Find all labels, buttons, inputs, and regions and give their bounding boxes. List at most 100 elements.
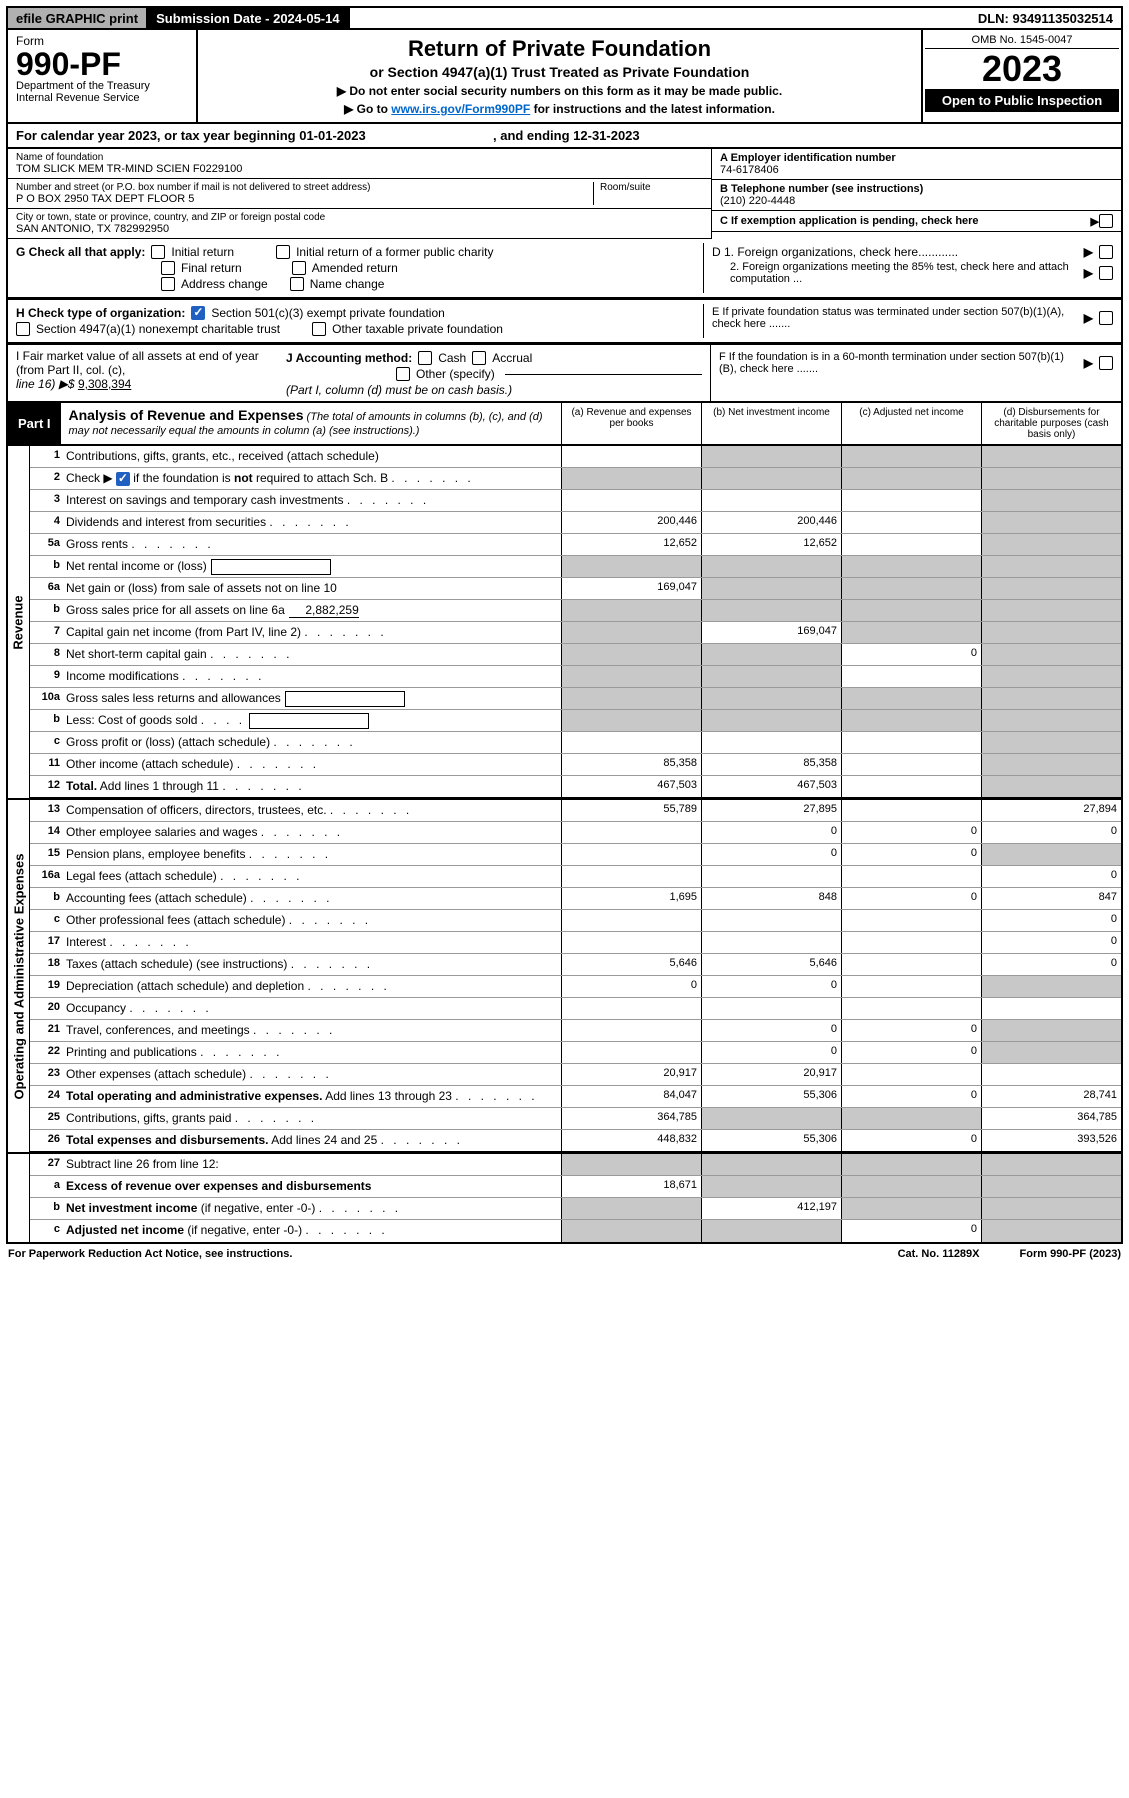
cell-r18-b: 5,646 — [701, 954, 841, 975]
cell-r9-d — [981, 666, 1121, 687]
cell-r6a-d — [981, 578, 1121, 599]
cell-r21-a — [561, 1020, 701, 1041]
cell-r13-d: 27,894 — [981, 800, 1121, 821]
cell-r18-c — [841, 954, 981, 975]
cell-r15-b: 0 — [701, 844, 841, 865]
c-checkbox[interactable] — [1099, 214, 1113, 228]
cell-r11-a: 85,358 — [561, 754, 701, 775]
d2-checkbox[interactable] — [1099, 266, 1113, 280]
row-r12: 12Total. Add lines 1 through 11 . . . . … — [30, 776, 1121, 798]
e-checkbox[interactable] — [1099, 311, 1113, 325]
g-initial-return[interactable] — [151, 245, 165, 259]
rownum-r23: 23 — [30, 1064, 66, 1085]
cell-r16b-d: 847 — [981, 888, 1121, 909]
cell-r14-a — [561, 822, 701, 843]
cell-r22-d — [981, 1042, 1121, 1063]
cell-r27a-b — [701, 1176, 841, 1197]
cell-r15-c: 0 — [841, 844, 981, 865]
cell-r17-a — [561, 932, 701, 953]
cell-r27-d — [981, 1154, 1121, 1175]
cell-r11-b: 85,358 — [701, 754, 841, 775]
g-initial-former[interactable] — [276, 245, 290, 259]
note-ssn: ▶ Do not enter social security numbers o… — [208, 84, 911, 98]
line6b-value: 2,882,259 — [289, 603, 359, 618]
cell-r16a-c — [841, 866, 981, 887]
cell-r1-d — [981, 446, 1121, 467]
footer-right: Form 990-PF (2023) — [1020, 1248, 1121, 1260]
cell-r7-b: 169,047 — [701, 622, 841, 643]
h-4947[interactable] — [16, 322, 30, 336]
g-address-change[interactable] — [161, 277, 175, 291]
cell-r10a-c — [841, 688, 981, 709]
d1-checkbox[interactable] — [1099, 245, 1113, 259]
i-label: I Fair market value of all assets at end… — [16, 349, 276, 377]
g-final-return[interactable] — [161, 261, 175, 275]
cell-r27a-d — [981, 1176, 1121, 1197]
cell-r5b-c — [841, 556, 981, 577]
j-acc-lbl: Accrual — [492, 351, 532, 365]
rowlabel-r18: Taxes (attach schedule) (see instruction… — [66, 954, 561, 975]
phone-label: B Telephone number (see instructions) — [720, 183, 1113, 195]
row-r2: 2Check ▶ if the foundation is not requir… — [30, 468, 1121, 490]
row-r21: 21Travel, conferences, and meetings . . … — [30, 1020, 1121, 1042]
row-r16a: 16aLegal fees (attach schedule) . . . . … — [30, 866, 1121, 888]
footer-mid: Cat. No. 11289X — [898, 1248, 980, 1260]
g-opt-0: Initial return — [171, 245, 234, 259]
cell-r12-d — [981, 776, 1121, 797]
foundation-name: TOM SLICK MEM TR-MIND SCIEN F0229100 — [16, 163, 703, 175]
tax-year: 2023 — [925, 49, 1119, 89]
cell-r11-d — [981, 754, 1121, 775]
j-accrual[interactable] — [472, 351, 486, 365]
part1-tag: Part I — [8, 403, 61, 444]
submission-date: Submission Date - 2024-05-14 — [148, 8, 350, 28]
rownum-r17: 17 — [30, 932, 66, 953]
cell-r27c-a — [561, 1220, 701, 1242]
cell-r16c-d: 0 — [981, 910, 1121, 931]
cell-r6b-c — [841, 600, 981, 621]
g-amended[interactable] — [292, 261, 306, 275]
cell-r23-a: 20,917 — [561, 1064, 701, 1085]
row-r5b: bNet rental income or (loss) — [30, 556, 1121, 578]
j-other[interactable] — [396, 367, 410, 381]
c-label: C If exemption application is pending, c… — [720, 215, 1091, 227]
cell-r9-c — [841, 666, 981, 687]
row-r5a: 5aGross rents . . . . . . .12,65212,652 — [30, 534, 1121, 556]
rownum-r12: 12 — [30, 776, 66, 797]
expenses-table: Operating and Administrative Expenses 13… — [6, 800, 1123, 1154]
cell-r27b-a — [561, 1198, 701, 1219]
city-label: City or town, state or province, country… — [16, 212, 703, 223]
row-r27: 27Subtract line 26 from line 12: — [30, 1154, 1121, 1176]
rowlabel-r6b: Gross sales price for all assets on line… — [66, 600, 561, 621]
h-501c3[interactable] — [191, 306, 205, 320]
rownum-r5a: 5a — [30, 534, 66, 555]
cell-r27c-c: 0 — [841, 1220, 981, 1242]
phone-value: (210) 220-4448 — [720, 195, 1113, 207]
rownum-r7: 7 — [30, 622, 66, 643]
i-line16-pre: line 16) ▶$ — [16, 377, 78, 391]
cell-r10c-c — [841, 732, 981, 753]
form-subtitle: or Section 4947(a)(1) Trust Treated as P… — [208, 64, 911, 80]
rownum-r14: 14 — [30, 822, 66, 843]
col-c-hdr: (c) Adjusted net income — [841, 403, 981, 444]
side-revenue: Revenue — [11, 595, 26, 649]
cell-r8-c: 0 — [841, 644, 981, 665]
col-d-hdr: (d) Disbursements for charitable purpose… — [981, 403, 1121, 444]
ein-label: A Employer identification number — [720, 152, 1113, 164]
j-cash[interactable] — [418, 351, 432, 365]
efile-print[interactable]: efile GRAPHIC print — [8, 8, 148, 28]
rowlabel-r25: Contributions, gifts, grants paid . . . … — [66, 1108, 561, 1129]
g-opt-5: Name change — [310, 277, 385, 291]
irs-link[interactable]: www.irs.gov/Form990PF — [391, 102, 530, 116]
rownum-r13: 13 — [30, 800, 66, 821]
rownum-r6b: b — [30, 600, 66, 621]
rowlabel-r8: Net short-term capital gain . . . . . . … — [66, 644, 561, 665]
col-b-hdr: (b) Net investment income — [701, 403, 841, 444]
g-name-change[interactable] — [290, 277, 304, 291]
schb-checkbox[interactable] — [116, 472, 130, 486]
cell-r19-b: 0 — [701, 976, 841, 997]
h-other-taxable[interactable] — [312, 322, 326, 336]
cell-r10b-b — [701, 710, 841, 731]
f-checkbox[interactable] — [1099, 356, 1113, 370]
rownum-r3: 3 — [30, 490, 66, 511]
dept-treasury: Department of the Treasury — [16, 80, 188, 92]
